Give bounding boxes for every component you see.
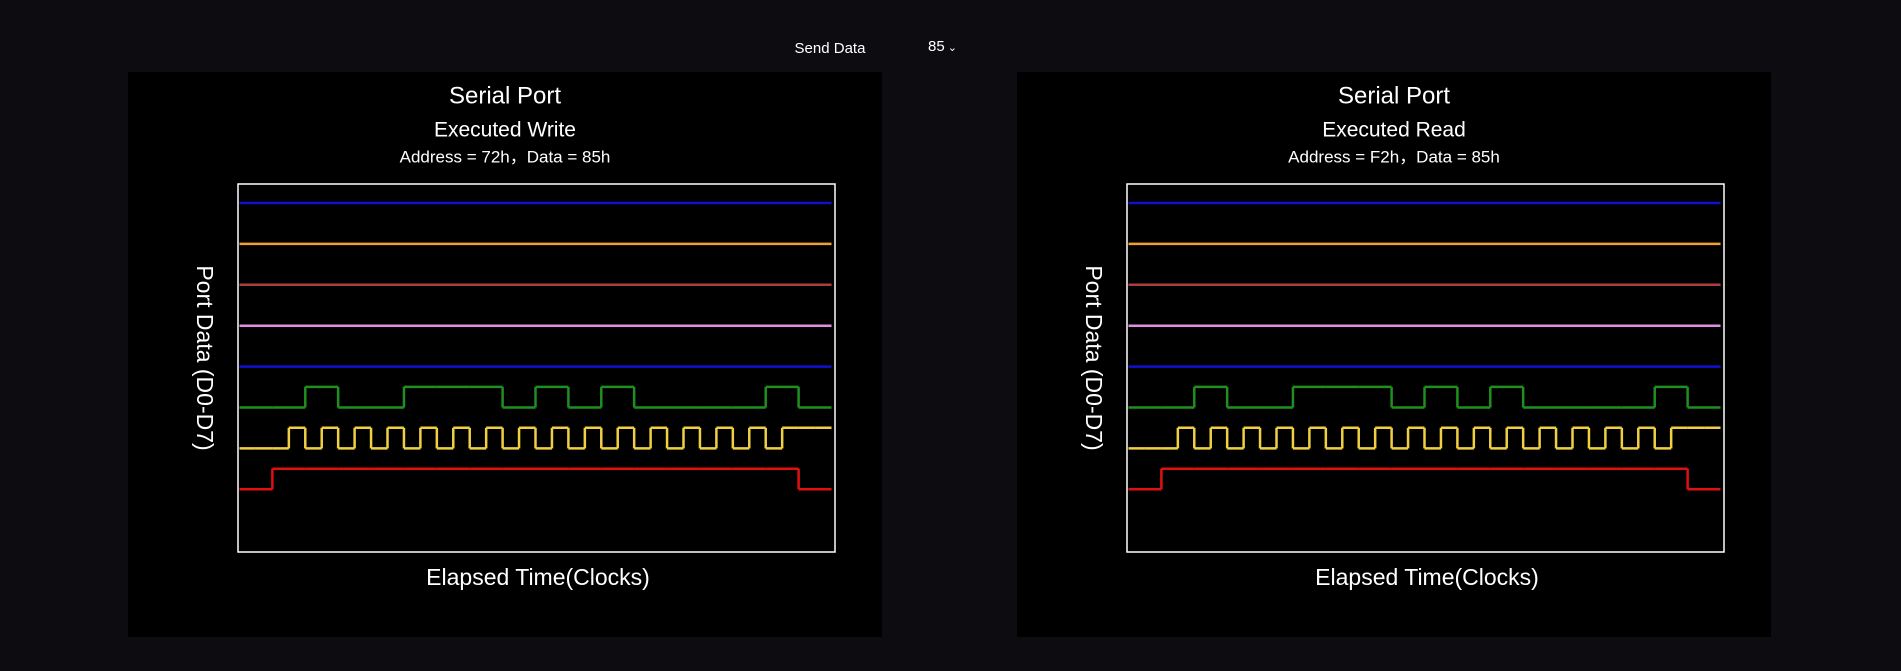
chart-subtitle: Executed Read — [1322, 119, 1466, 142]
background — [128, 72, 882, 637]
chevron[interactable]: ⌄ — [947, 42, 957, 54]
x-axis-label: Elapsed Time(Clocks) — [426, 564, 650, 590]
send-data-label: Send Data — [794, 40, 866, 57]
chart-caption: Address = 72h，Data = 85h — [400, 147, 611, 166]
chart-panel: Serial Port Executed Write Address = 72h，D… — [128, 72, 882, 637]
chart-panel: Serial Port Executed Read Address = F2h，Da… — [1017, 72, 1771, 637]
chart-title: Serial Port — [1338, 82, 1450, 109]
y-axis-label: Port Data (D0-D7) — [192, 265, 218, 450]
y-axis-label: Port Data (D0-D7) — [1081, 265, 1107, 450]
x-axis-label: Elapsed Time(Clocks) — [1315, 564, 1539, 590]
select-value[interactable]: 85 — [928, 38, 945, 55]
chart-title: Serial Port — [449, 82, 561, 109]
plot-frame — [1126, 183, 1725, 553]
chart-subtitle: Executed Write — [434, 119, 576, 142]
background — [1017, 72, 1771, 637]
chart-caption: Address = F2h，Data = 85h — [1288, 147, 1500, 166]
plot-frame — [237, 183, 836, 553]
data-select[interactable]: 85 ⌄ — [928, 38, 957, 55]
